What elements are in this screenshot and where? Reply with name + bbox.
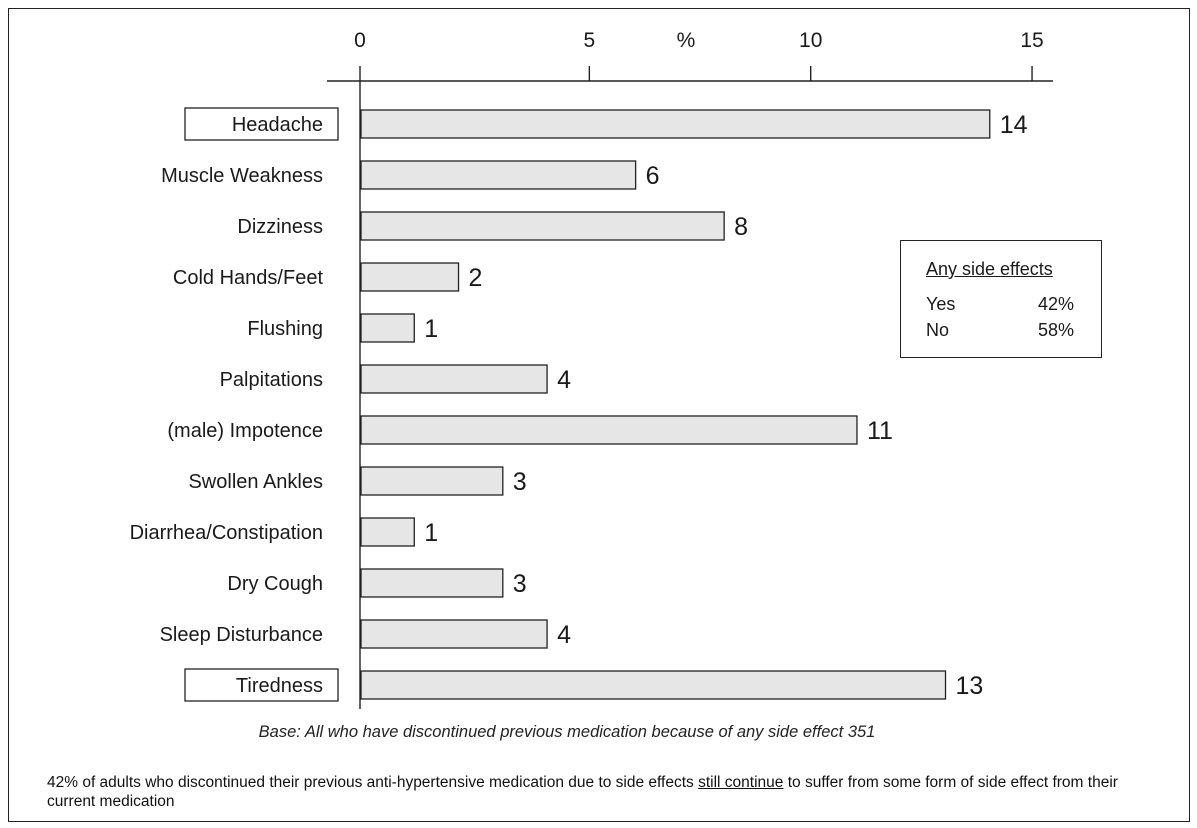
bar-flushing [360,313,415,343]
base-note: Base: All who have discontinued previous… [258,723,876,741]
legend-no-label: No [926,320,950,340]
category-label-male-impotence: (male) Impotence [167,420,323,442]
value-label-palpitations: 4 [557,366,571,394]
category-label-sleep-disturbance: Sleep Disturbance [160,624,323,646]
category-label-dry-cough: Dry Cough [227,573,323,595]
value-label-male-impotence: 11 [867,417,893,445]
legend-title: Any side effects [926,259,1053,279]
category-box-tiredness [184,668,339,702]
category-box-headache [184,107,339,141]
bar-headache [360,109,991,139]
bar-cold-hands-feet [360,262,460,292]
bar-muscle-weakness [360,160,637,190]
x-axis-unit-label: % [677,29,696,52]
bar-sleep-disturbance [360,619,548,649]
x-tick-label-10: 10 [799,29,822,52]
value-label-diarrhea-constipation: 1 [424,519,438,547]
category-label-swollen-ankles: Swollen Ankles [188,471,323,493]
footnote-underlined-text: still continue [698,774,784,791]
legend-box: Any side effects Yes 42% No 58% [900,240,1102,358]
value-label-sleep-disturbance: 4 [557,621,571,649]
bar-swollen-ankles [360,466,504,496]
bar-diarrhea-constipation [360,517,415,547]
value-label-dry-cough: 3 [513,570,527,598]
x-tick-label-0: 0 [354,29,366,52]
value-label-muscle-weakness: 6 [646,162,660,190]
category-label-headache: Headache [232,114,323,136]
category-label-flushing: Flushing [247,318,323,340]
footnote-text-end: to suffer from some form of side effect … [47,774,1118,810]
legend-no-value: 58% [1038,320,1075,340]
category-label-dizziness: Dizziness [237,216,323,238]
category-label-cold-hands-feet: Cold Hands/Feet [173,267,324,289]
category-label-diarrhea-constipation: Diarrhea/Constipation [130,522,323,544]
value-label-swollen-ankles: 3 [513,468,527,496]
bar-tiredness [360,670,947,700]
bar-palpitations [360,364,548,394]
value-label-cold-hands-feet: 2 [469,264,483,292]
value-label-dizziness: 8 [734,213,748,241]
category-label-tiredness: Tiredness [236,675,323,697]
value-label-tiredness: 13 [956,672,984,700]
legend-yes-label: Yes [926,294,956,314]
bar-dizziness [360,211,725,241]
bar-dry-cough [360,568,504,598]
bar-male-impotence [360,415,858,445]
value-label-headache: 14 [1000,111,1028,139]
category-label-palpitations: Palpitations [220,369,323,391]
footnote: 42% of adults who discontinued their pre… [47,773,1157,811]
footnote-text-start: 42% of adults who discontinued their pre… [47,774,699,791]
legend-yes-value: 42% [1038,294,1075,314]
x-tick-label-5: 5 [584,29,596,52]
x-tick-label-15: 15 [1020,29,1043,52]
figure-frame [8,8,1190,822]
value-label-flushing: 1 [424,315,438,343]
category-label-muscle-weakness: Muscle Weakness [161,165,323,187]
